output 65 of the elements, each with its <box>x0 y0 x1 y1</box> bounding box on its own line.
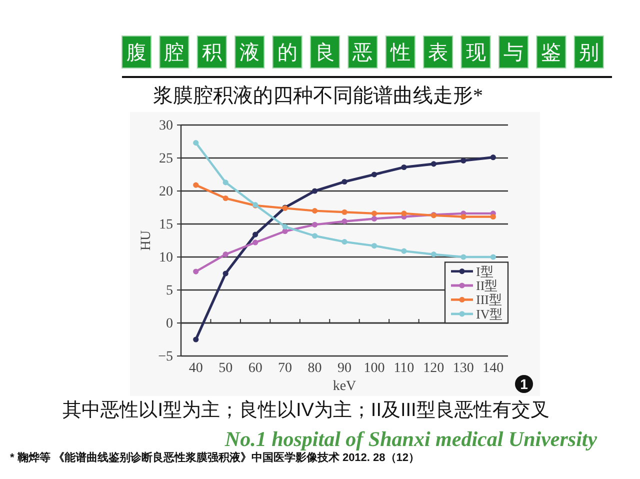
point <box>222 270 228 276</box>
point <box>193 140 199 146</box>
point <box>222 180 228 186</box>
x-tick-label: 120 <box>423 361 444 376</box>
point <box>252 240 258 246</box>
x-tick-label: 80 <box>308 361 322 376</box>
point <box>371 172 378 178</box>
x-tick-label: 70 <box>278 361 292 376</box>
y-tick-label: 30 <box>159 118 173 134</box>
point <box>401 164 407 170</box>
x-tick-label: 100 <box>364 361 385 376</box>
y-tick-label: 10 <box>159 250 173 266</box>
point <box>252 232 258 238</box>
point <box>342 178 348 185</box>
y-tick-label: 5 <box>166 284 173 298</box>
chart-title: 腹腔积液的良恶性表现与鉴别 <box>126 42 599 64</box>
x-tick-label: 40 <box>188 361 203 376</box>
y-tick-label: 25 <box>159 152 173 166</box>
point <box>282 224 288 230</box>
point <box>460 214 466 220</box>
text: * 鞠烨等 《能谱曲线鉴别诊断良恶性浆膜强积液》中国医学影像技术 2012. 28（12） <box>10 451 420 464</box>
point <box>490 254 496 260</box>
x-tick-label: 130 <box>452 361 474 376</box>
point <box>342 218 348 224</box>
legend-label: IV型 <box>476 306 503 322</box>
point <box>193 182 199 188</box>
point <box>460 158 466 164</box>
x-tick-label: 140 <box>482 361 504 376</box>
point <box>490 154 496 160</box>
text: No.1 hospital of Shanxi medical University <box>224 427 598 451</box>
legend-label: I型 <box>476 264 494 279</box>
point <box>312 233 318 239</box>
x-tick-label: 50 <box>218 361 233 376</box>
point <box>371 210 378 216</box>
point <box>401 248 407 254</box>
point <box>430 252 436 258</box>
legend-label: III型 <box>476 292 502 308</box>
point <box>222 195 228 202</box>
x-axis-title: keV <box>332 379 356 394</box>
y-tick-label: 20 <box>159 184 173 200</box>
point <box>312 188 318 194</box>
point <box>342 209 348 215</box>
point <box>460 254 466 260</box>
point <box>371 242 378 249</box>
point <box>490 214 496 220</box>
point <box>312 208 318 214</box>
y-axis-title: HU <box>139 230 154 251</box>
x-tick-label: 90 <box>338 361 352 376</box>
x-tick-label: 110 <box>394 361 414 376</box>
point <box>222 252 228 258</box>
point <box>342 239 348 245</box>
point <box>193 268 199 274</box>
point <box>193 336 199 342</box>
chart-subtitle: 浆膜腔积液的四种不同能谱曲线走形* <box>153 85 483 107</box>
x-tick-label: 60 <box>248 361 262 376</box>
point <box>371 216 378 222</box>
y-tick-label: −5 <box>158 350 173 364</box>
text: 1 <box>520 376 528 392</box>
text: 其中恶性以I型为主；良性以IV为主；II及III型良恶性有交叉 <box>62 399 550 421</box>
y-tick-label: 15 <box>159 218 173 232</box>
point <box>401 210 407 216</box>
y-tick-label: 0 <box>166 316 173 332</box>
legend-label: II型 <box>476 278 498 293</box>
point <box>312 222 318 228</box>
point <box>430 161 436 167</box>
